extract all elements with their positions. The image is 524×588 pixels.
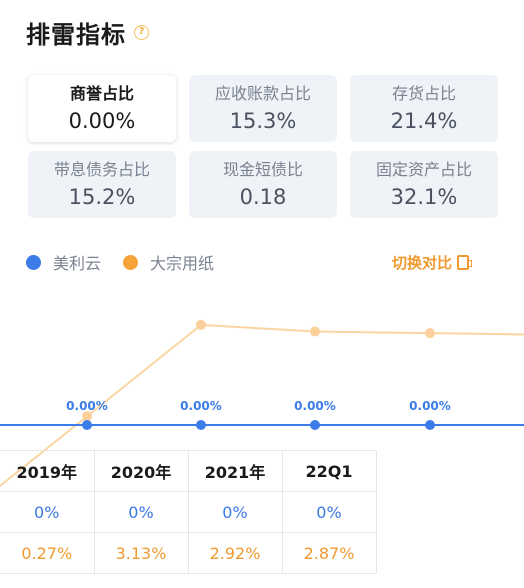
table-header-cell: 22Q1: [281, 450, 377, 492]
battery-switch-icon: [457, 254, 473, 270]
company-point: [196, 420, 206, 430]
legend-label: 美利云: [53, 254, 102, 273]
legend-label: 大宗用纸: [150, 254, 215, 273]
switch-compare-button[interactable]: 切换对比: [392, 250, 473, 274]
legend-dot-orange: [123, 254, 139, 270]
metric-value: 32.1%: [390, 185, 458, 209]
metric-label: 应收账款占比: [214, 84, 311, 103]
metric-cards: 商誉占比 0.00% 应收账款占比 15.3% 存货占比 21.4% 带息债务占…: [28, 75, 500, 218]
table-cell: 0.27%: [0, 532, 95, 574]
table-header-cell: 2020年: [93, 450, 189, 492]
metric-value: 15.2%: [68, 185, 136, 209]
company-data-label: 0.00%: [66, 399, 108, 413]
table-row-industry: 0.27% 3.13% 2.92% 2.87%: [0, 532, 377, 574]
metric-value: 15.3%: [229, 109, 297, 133]
table-header-cell: 2021年: [187, 450, 283, 492]
company-point: [82, 420, 92, 430]
table-header-cell: 2019年: [0, 450, 95, 492]
page-title: 排雷指标: [26, 20, 126, 49]
metric-card-goodwill[interactable]: 商誉占比 0.00%: [28, 75, 176, 142]
metric-value: 0.00%: [68, 109, 136, 133]
metric-card-receivables[interactable]: 应收账款占比 15.3%: [189, 75, 337, 142]
metric-label: 现金短债比: [222, 160, 303, 179]
table-cell: 2.92%: [187, 532, 283, 574]
metric-label: 商誉占比: [69, 84, 134, 103]
metric-value: 21.4%: [390, 109, 458, 133]
data-table: 2019年 2020年 2021年 22Q1 0% 0% 0% 0% 0.27%…: [0, 450, 377, 574]
industry-point: [425, 328, 435, 339]
line-chart: 0.00% 0.00% 0.00% 0.00%: [0, 319, 524, 487]
table-cell: 0%: [93, 491, 189, 533]
table-row-company: 0% 0% 0% 0%: [0, 491, 377, 533]
table-cell: 0%: [0, 491, 95, 533]
metric-card-interest-debt[interactable]: 带息债务占比 15.2%: [28, 151, 176, 218]
switch-compare-label: 切换对比: [392, 253, 453, 272]
table-cell: 0%: [187, 491, 283, 533]
table-cell: 3.13%: [93, 532, 189, 574]
company-data-label: 0.00%: [409, 399, 451, 413]
table-cell: 0%: [281, 491, 377, 533]
metric-card-inventory[interactable]: 存货占比 21.4%: [350, 75, 498, 142]
help-icon[interactable]: ?: [134, 24, 149, 40]
metric-card-cash-short-debt[interactable]: 现金短债比 0.18: [189, 151, 337, 218]
company-data-label: 0.00%: [294, 399, 336, 413]
metric-label: 存货占比: [391, 84, 456, 103]
table-cell: 2.87%: [281, 532, 377, 574]
legend-item-company[interactable]: 美利云: [26, 250, 101, 274]
company-point: [425, 420, 435, 430]
industry-series-line: [0, 323, 524, 487]
industry-point: [196, 319, 206, 330]
table-header-row: 2019年 2020年 2021年 22Q1: [0, 450, 377, 492]
chart-legend: 美利云 大宗用纸: [26, 250, 236, 274]
company-data-label: 0.00%: [180, 399, 222, 413]
metric-label: 固定资产占比: [375, 160, 472, 179]
industry-point: [82, 411, 92, 422]
metric-label: 带息债务占比: [53, 160, 150, 179]
industry-point: [310, 326, 320, 337]
metric-value: 0.18: [239, 185, 287, 209]
header: 排雷指标 ?: [26, 14, 149, 50]
legend-item-industry[interactable]: 大宗用纸: [123, 250, 214, 274]
legend-dot-blue: [26, 254, 41, 270]
company-point: [310, 420, 320, 430]
metric-card-fixed-assets[interactable]: 固定资产占比 32.1%: [350, 151, 498, 218]
